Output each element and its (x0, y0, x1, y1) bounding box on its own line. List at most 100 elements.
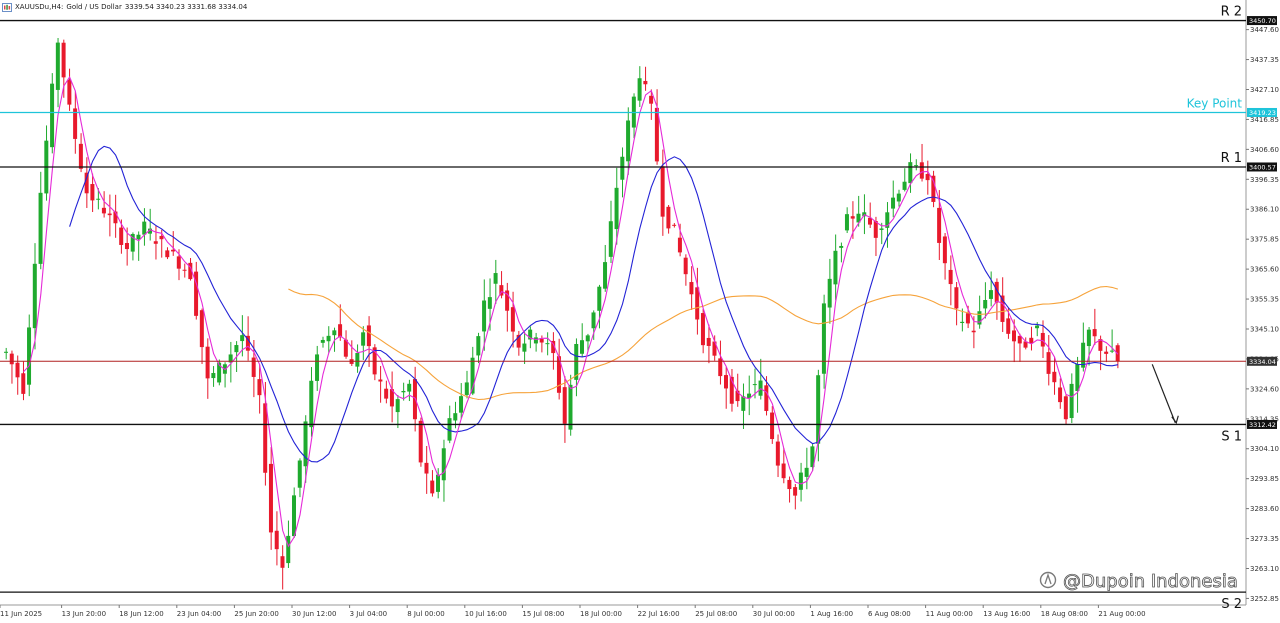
candle-body (1029, 337, 1034, 344)
bull-candle (464, 370, 469, 399)
bear-candle (1000, 277, 1005, 333)
bear-candle (787, 476, 792, 503)
level-price-box (1247, 107, 1277, 117)
bear-candle (257, 364, 262, 414)
symbol-description: Gold / US Dollar (66, 3, 122, 11)
bull-candle (844, 207, 849, 234)
candle-body (286, 535, 291, 564)
candle-body (1046, 352, 1051, 374)
candle-body (948, 269, 953, 285)
watermark-logo-icon (1039, 571, 1057, 589)
candle-body (395, 399, 400, 413)
candle-body (199, 310, 204, 348)
candle-body (1052, 371, 1057, 383)
bear-candle (666, 204, 671, 234)
candle-body (366, 325, 371, 347)
price-tick-label: 3427.10 (1250, 86, 1279, 94)
bear-candle (366, 316, 371, 367)
candle-body (84, 172, 89, 194)
candle-body (176, 256, 181, 269)
bear-candle (1052, 356, 1057, 395)
candle-body (384, 388, 389, 399)
candle-body (280, 556, 285, 568)
bear-candle (942, 233, 947, 280)
bear-candle (73, 91, 78, 154)
bear-candle (101, 191, 106, 218)
bull-candle (1075, 356, 1080, 413)
candle-body (793, 487, 798, 496)
candle-body (447, 418, 452, 441)
current-price-box (1247, 356, 1277, 366)
candle-body (378, 379, 383, 382)
candle-body (228, 354, 233, 363)
bull-candle (297, 458, 302, 498)
bull-candle (320, 336, 325, 348)
candle-body (925, 173, 930, 181)
bear-candle (700, 308, 705, 354)
time-tick-label: 25 Jul 08:00 (695, 610, 737, 618)
bull-candle (798, 462, 803, 502)
bear-candle (268, 447, 273, 550)
arrow-shaft (1151, 364, 1176, 423)
candle-body (182, 269, 187, 271)
candle-body (61, 42, 66, 78)
candle-body (361, 332, 366, 346)
price-tick-label: 3314.35 (1250, 415, 1279, 423)
bull-candle (50, 73, 55, 154)
arrow-head (1171, 415, 1179, 425)
bull-candle (55, 38, 60, 108)
candle-body (821, 303, 826, 374)
candle-body (539, 338, 544, 343)
candle-body (389, 389, 394, 407)
candle-body (914, 165, 919, 167)
candle-body (983, 300, 988, 309)
bear-candle (706, 324, 711, 364)
bear-candle (78, 133, 83, 173)
candle-body (38, 192, 43, 264)
candle-body (752, 384, 757, 386)
bear-candle (649, 89, 654, 120)
candle-body (309, 380, 314, 428)
bull-candle (827, 258, 832, 324)
candle-body (568, 384, 573, 430)
level-price-label: 3419.23 (1249, 109, 1276, 117)
time-tick-label: 11 Aug 00:00 (926, 610, 973, 618)
candle-body (194, 271, 199, 316)
price-tick-label: 3293.85 (1250, 475, 1279, 483)
candle-body (274, 530, 279, 550)
time-tick-label: 22 Jul 16:00 (638, 610, 680, 618)
candle-body (770, 412, 775, 440)
bull-candle (747, 375, 752, 416)
bull-candle (568, 374, 573, 436)
candle-body (27, 327, 32, 385)
candle-body (453, 413, 458, 421)
price-tick-label: 3263.10 (1250, 565, 1279, 573)
bull-candle (620, 147, 625, 198)
candle-body (441, 448, 446, 481)
level-price-box (1247, 16, 1277, 26)
candle-body (908, 162, 913, 184)
candle-body (159, 235, 164, 240)
candle-body (436, 474, 440, 492)
level-price-label: 3400.57 (1249, 163, 1276, 171)
candle-body (747, 393, 752, 399)
down-arrow (1151, 364, 1179, 425)
candle-body (505, 290, 510, 311)
time-tick-label: 30 Jul 00:00 (753, 610, 795, 618)
bear-candle (689, 266, 694, 310)
candle-body (873, 221, 878, 238)
bear-candle (729, 368, 734, 412)
price-tick-label: 3273.35 (1250, 535, 1279, 543)
bear-candle (107, 194, 112, 237)
bull-candle (326, 326, 331, 354)
candle-body (315, 354, 320, 381)
candle-body (1081, 342, 1086, 368)
bull-candle (315, 345, 320, 391)
bull-candle (27, 314, 32, 397)
candle-body (464, 382, 469, 395)
candle-body (643, 80, 648, 85)
bear-candle (9, 350, 14, 384)
bear-candle (1098, 335, 1103, 371)
candle-body (1040, 332, 1045, 347)
